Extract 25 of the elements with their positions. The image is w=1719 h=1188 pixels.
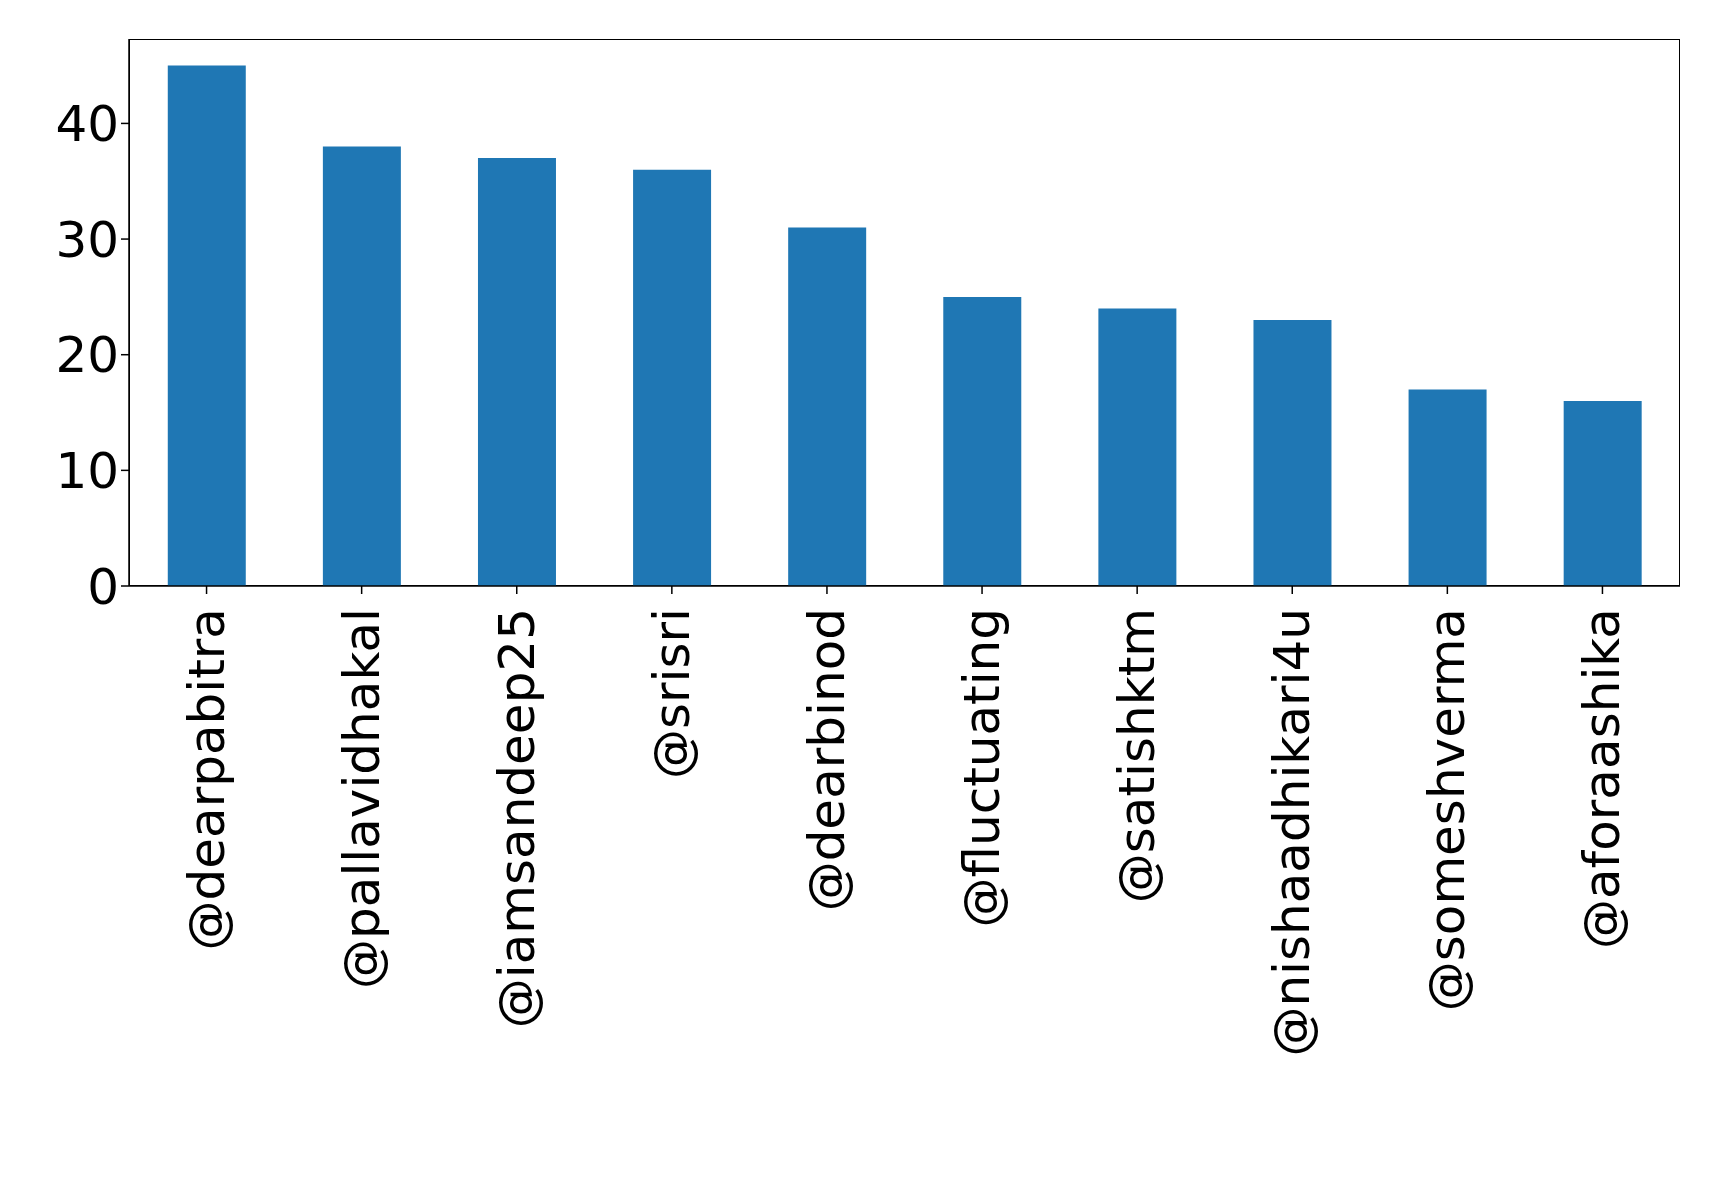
- bar: [1408, 389, 1487, 586]
- x-tick-label: @fluctuating: [953, 608, 1012, 928]
- bar: [322, 146, 401, 586]
- y-tick-label: 20: [55, 326, 119, 385]
- x-tick-label: @dearbinod: [797, 608, 856, 912]
- y-tick-label: 0: [87, 557, 119, 616]
- bar: [1563, 400, 1642, 586]
- bar: [1253, 320, 1332, 586]
- bar: [788, 227, 867, 586]
- bar: [633, 169, 712, 586]
- bar: [477, 158, 556, 586]
- y-tick-label: 10: [55, 442, 119, 501]
- x-tick-label: @pallavidhakal: [332, 608, 391, 989]
- x-tick-label: @dearpabitra: [177, 608, 236, 951]
- bar: [1098, 308, 1177, 586]
- y-tick-label: 30: [55, 210, 119, 269]
- x-tick-label: @someshverma: [1418, 608, 1477, 1012]
- x-tick-label: @srisri: [642, 608, 701, 779]
- x-tick-label: @satishktm: [1108, 608, 1167, 904]
- x-tick-label: @aforaashika: [1573, 608, 1632, 950]
- bar: [167, 65, 246, 586]
- y-tick-label: 40: [55, 95, 119, 154]
- bar: [943, 296, 1022, 586]
- x-tick-label: @nishaadhikari4u: [1263, 608, 1322, 1057]
- x-tick-label: @iamsandeep25: [487, 608, 546, 1029]
